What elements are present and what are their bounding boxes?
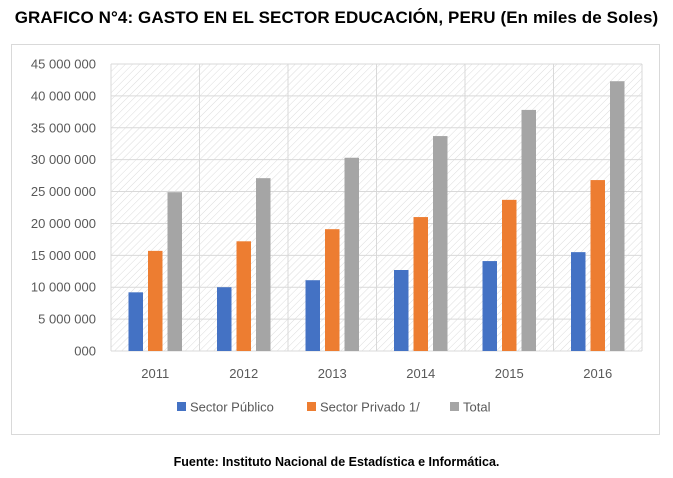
- bar-total-2013: [344, 157, 359, 351]
- y-tick-label: 45 000 000: [31, 57, 96, 72]
- bar-sector-privado-1--2016: [590, 180, 605, 351]
- legend-swatch: [307, 402, 316, 411]
- y-tick-label: 20 000 000: [31, 216, 96, 231]
- y-tick-label: 000: [74, 344, 96, 359]
- bar-total-2011: [167, 192, 182, 351]
- x-tick-label: 2016: [583, 366, 612, 381]
- bar-sector-p-blico-2014: [394, 270, 409, 351]
- bar-sector-p-blico-2013: [305, 280, 320, 351]
- x-axis-ticks: 2011 2012 2013 2014 2015 2016: [141, 366, 612, 381]
- y-tick-label: 10 000 000: [31, 280, 96, 295]
- bar-sector-p-blico-2011: [128, 292, 143, 351]
- x-tick-label: 2014: [406, 366, 435, 381]
- legend-label: Sector Privado 1/: [320, 400, 420, 415]
- bar-total-2016: [610, 81, 625, 351]
- y-axis-ticks: 000 5 000 000 10 000 000 15 000 000 20 000 0…: [31, 57, 96, 359]
- bar-total-2014: [433, 136, 448, 351]
- y-tick-label: 25 000 000: [31, 184, 96, 199]
- bar-sector-p-blico-2016: [571, 252, 586, 351]
- legend-swatch: [177, 402, 186, 411]
- y-tick-label: 5 000 000: [38, 312, 96, 327]
- legend-label: Total: [463, 400, 491, 415]
- x-tick-label: 2011: [141, 366, 169, 381]
- bar-sector-p-blico-2012: [217, 287, 232, 351]
- y-tick-label: 35 000 000: [31, 120, 96, 135]
- bar-sector-privado-1--2013: [325, 229, 340, 351]
- x-tick-label: 2015: [495, 366, 524, 381]
- x-tick-label: 2013: [318, 366, 347, 381]
- chart-title: GRAFICO N°4: GASTO EN EL SECTOR EDUCACIÓ…: [14, 8, 659, 27]
- bar-chart: 000 5 000 000 10 000 000 15 000 000 20 000 0…: [31, 57, 643, 415]
- bar-sector-privado-1--2014: [413, 217, 428, 351]
- bar-total-2015: [521, 109, 536, 351]
- bars: [128, 81, 625, 351]
- x-tick-label: 2012: [229, 366, 258, 381]
- legend-label: Sector Público: [190, 400, 274, 415]
- bar-sector-privado-1--2015: [502, 199, 517, 351]
- bar-sector-privado-1--2011: [148, 250, 163, 351]
- bar-total-2012: [256, 178, 271, 351]
- y-tick-label: 40 000 000: [31, 88, 96, 103]
- legend-swatch: [450, 402, 459, 411]
- legend: Sector Público Sector Privado 1/Total: [177, 400, 491, 415]
- bar-sector-p-blico-2015: [482, 261, 497, 351]
- gridlines: [110, 63, 643, 352]
- source-note: Fuente: Instituto Nacional de Estadístic…: [173, 455, 500, 469]
- y-tick-label: 15 000 000: [31, 248, 96, 263]
- y-tick-label: 30 000 000: [31, 152, 96, 167]
- bar-sector-privado-1--2012: [236, 241, 251, 351]
